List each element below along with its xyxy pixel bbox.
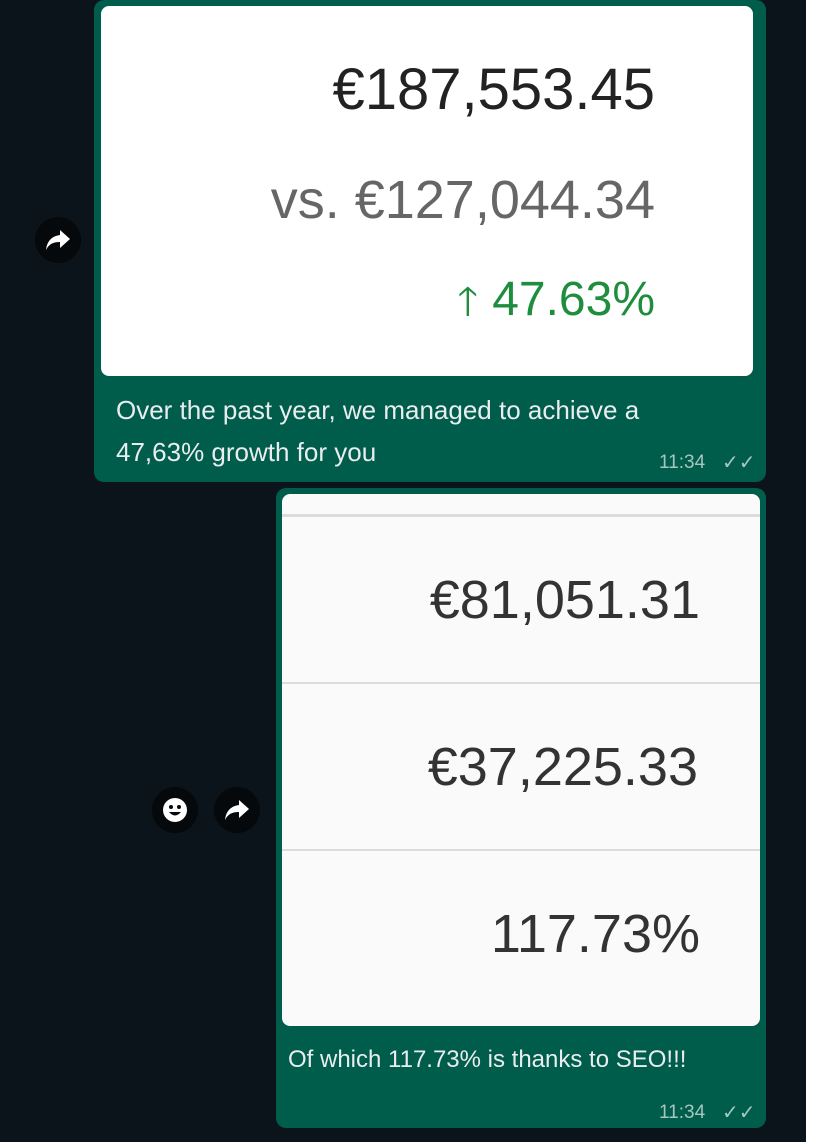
message-bubble-1[interactable]: €187,553.45 vs. €127,044.34 🡑 47.63% Over…	[94, 0, 766, 482]
table-row: €81,051.31	[282, 517, 760, 684]
forward-icon	[225, 800, 249, 820]
forward-icon	[46, 230, 70, 250]
message-text-2: Of which 117.73% is thanks to SEO!!!	[288, 1046, 687, 1073]
double-check-icon: ✓✓	[722, 1102, 756, 1124]
table-row: €37,225.33	[282, 684, 760, 851]
message-text-1: Over the past year, we managed to achiev…	[116, 395, 640, 467]
comparison-amount: vs. €127,044.34	[270, 170, 655, 230]
arrow-up-icon: 🡑	[457, 280, 479, 324]
forward-button[interactable]	[35, 217, 81, 263]
screenshot-image-1[interactable]: €187,553.45 vs. €127,044.34 🡑 47.63%	[101, 6, 753, 376]
message-bubble-2[interactable]: €81,051.31 €37,225.33 117.73% Of which 1…	[276, 488, 766, 1128]
message-time-1: 11:34	[659, 452, 706, 473]
growth-change: 🡑 47.63%	[457, 273, 655, 326]
react-button[interactable]	[152, 787, 198, 833]
forward-button-2[interactable]	[214, 787, 260, 833]
double-check-icon: ✓✓	[722, 452, 756, 474]
window-edge	[806, 0, 817, 1142]
divider	[282, 514, 760, 517]
message-time-2: 11:34	[659, 1102, 706, 1123]
emoji-icon	[163, 798, 187, 822]
table-row: 117.73%	[282, 851, 760, 1016]
screenshot-image-2[interactable]: €81,051.31 €37,225.33 117.73%	[282, 494, 760, 1026]
total-amount: €187,553.45	[332, 57, 655, 122]
